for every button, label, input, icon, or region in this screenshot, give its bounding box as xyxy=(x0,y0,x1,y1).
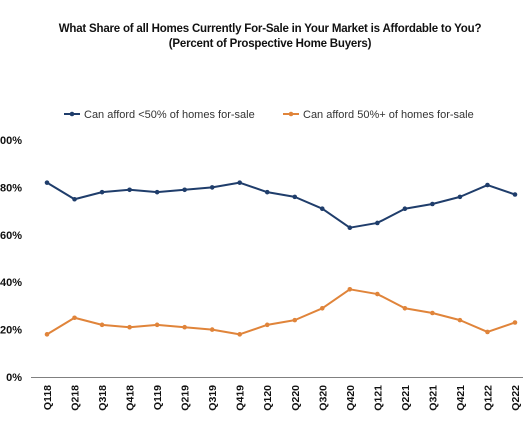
data-point xyxy=(182,187,187,193)
data-point xyxy=(375,291,380,297)
data-point xyxy=(237,180,243,185)
x-tick-label: Q421 xyxy=(455,385,467,411)
x-tick-label: Q119 xyxy=(152,385,164,410)
legend-label: Can afford <50% of homes for-sale xyxy=(84,109,255,121)
data-point xyxy=(485,329,490,335)
data-point xyxy=(457,317,463,323)
data-point xyxy=(319,206,325,212)
data-point xyxy=(99,322,105,328)
series-layer xyxy=(44,180,518,337)
data-point xyxy=(347,287,353,292)
data-point xyxy=(72,196,77,202)
x-tick-label: Q318 xyxy=(97,385,109,411)
data-point xyxy=(457,194,463,200)
legend-marker xyxy=(288,111,294,117)
data-point xyxy=(237,332,243,337)
data-point xyxy=(319,305,325,311)
legend-marker xyxy=(69,111,75,117)
axes: 0% 20% 40% 60% 80% 100% Q118 Q218 Q318 Q418 Q119 Q2… xyxy=(0,135,523,411)
data-point xyxy=(44,180,50,185)
x-tick-label: Q418 xyxy=(125,385,137,411)
data-point xyxy=(154,189,160,195)
data-point xyxy=(430,201,435,207)
data-point xyxy=(430,310,435,316)
x-tick-label: Q320 xyxy=(317,385,329,411)
y-tick-label: 0% xyxy=(6,372,22,384)
chart-subtitle: (Percent of Prospective Home Buyers) xyxy=(168,38,372,50)
x-tick-label: Q419 xyxy=(235,385,247,411)
x-tick-label: Q420 xyxy=(345,385,357,411)
y-tick-label: 20% xyxy=(0,325,22,337)
x-tick-label: Q219 xyxy=(180,385,192,411)
data-point xyxy=(512,192,518,197)
x-tick-label: Q122 xyxy=(482,385,494,411)
data-point xyxy=(99,189,105,195)
series-line-2 xyxy=(46,288,516,336)
data-point xyxy=(402,305,408,311)
y-tick-label: 60% xyxy=(0,230,22,242)
y-tick-label: 100% xyxy=(0,135,22,147)
data-point xyxy=(209,327,215,332)
data-point xyxy=(264,322,270,328)
chart-title: What Share of all Homes Currently For-Sa… xyxy=(58,23,482,35)
x-tick-label: Q120 xyxy=(262,385,274,411)
y-tick-label: 80% xyxy=(0,182,22,194)
x-tick-label: Q220 xyxy=(290,385,302,411)
data-point xyxy=(154,322,160,328)
data-point xyxy=(375,220,380,226)
data-point xyxy=(209,185,215,190)
data-point xyxy=(44,332,50,337)
x-tick-label: Q121 xyxy=(372,385,384,411)
x-tick-label: Q221 xyxy=(400,385,412,411)
x-tick-label: Q118 xyxy=(42,385,54,410)
series-line-1 xyxy=(46,181,516,229)
x-tick-label: Q321 xyxy=(427,385,439,411)
x-tick-label: Q218 xyxy=(70,385,82,411)
data-point xyxy=(485,182,490,188)
legend-label: Can afford 50%+ of homes for-sale xyxy=(303,109,474,121)
data-point xyxy=(347,225,353,230)
data-point xyxy=(127,324,132,330)
data-point xyxy=(292,194,298,200)
data-point xyxy=(264,189,270,195)
legend: Can afford <50% of homes for-sale Can aff… xyxy=(64,109,474,121)
data-point xyxy=(127,187,132,193)
data-point xyxy=(182,324,187,330)
x-tick-label: Q222 xyxy=(510,385,522,411)
data-point xyxy=(402,206,408,212)
data-point xyxy=(72,315,77,321)
data-point xyxy=(292,317,298,323)
data-point xyxy=(512,320,518,325)
y-tick-label: 40% xyxy=(0,277,22,289)
x-tick-label: Q319 xyxy=(207,385,219,411)
